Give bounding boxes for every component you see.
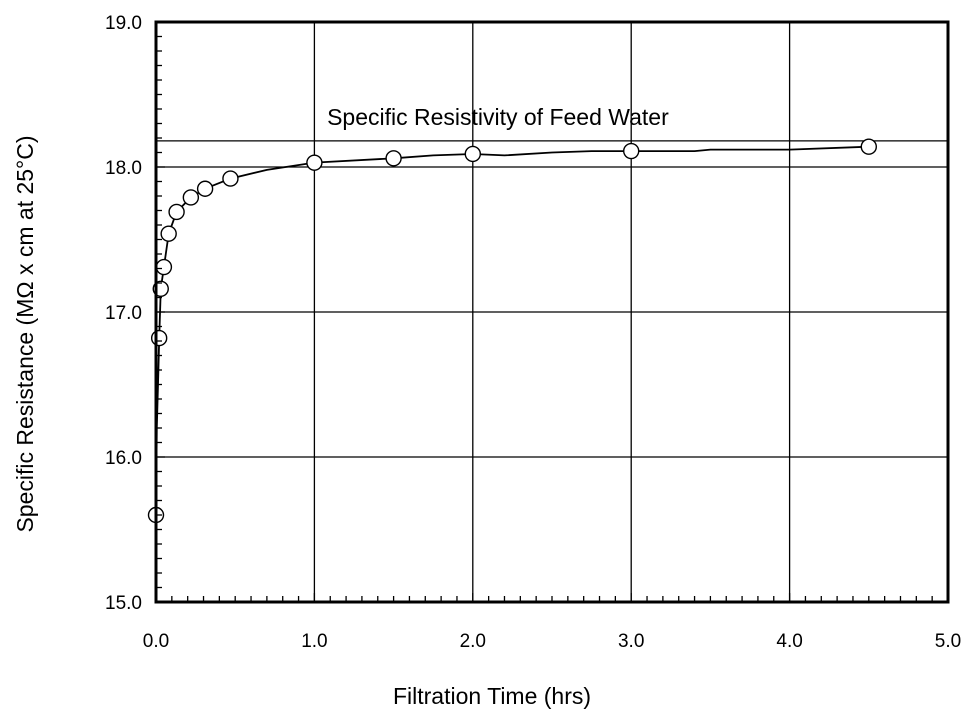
data-point (155, 258, 173, 276)
x-tick-label: 0.0 (143, 631, 169, 652)
y-tick-label: 17.0 (105, 303, 142, 324)
data-point (182, 189, 200, 206)
data-point (306, 154, 323, 171)
y-tick-label: 15.0 (105, 593, 142, 614)
trend-curve (155, 145, 869, 516)
x-axis-title: Filtration Time (hrs) (393, 683, 591, 709)
x-tick-label: 1.0 (301, 631, 327, 652)
data-point (222, 170, 239, 187)
data-point (196, 180, 214, 197)
x-tick-labels: 0.0 1.0 2.0 3.0 4.0 5.0 (143, 631, 961, 652)
minor-ticks (155, 21, 949, 603)
reference-line-label: Specific Resistivity of Feed Water (327, 104, 669, 130)
data-point (160, 225, 177, 242)
x-tick-label: 4.0 (776, 631, 802, 652)
x-tick-label: 3.0 (618, 631, 644, 652)
y-axis-title: Specific Resistance (MΩ x cm at 25°C) (12, 135, 38, 532)
data-point (860, 138, 877, 155)
data-point (168, 203, 185, 221)
data-point (623, 142, 640, 160)
trend-curve-path (155, 145, 869, 516)
y-tick-label: 19.0 (105, 13, 142, 34)
y-tick-labels: 15.0 16.0 17.0 18.0 19.0 (105, 13, 142, 614)
data-point (385, 150, 402, 167)
y-tick-label: 16.0 (105, 448, 142, 469)
x-tick-label: 2.0 (460, 631, 486, 652)
data-points (147, 138, 877, 524)
data-point (150, 329, 168, 347)
y-tick-label: 18.0 (105, 158, 142, 179)
x-tick-label: 5.0 (935, 631, 961, 652)
data-point (464, 145, 481, 163)
